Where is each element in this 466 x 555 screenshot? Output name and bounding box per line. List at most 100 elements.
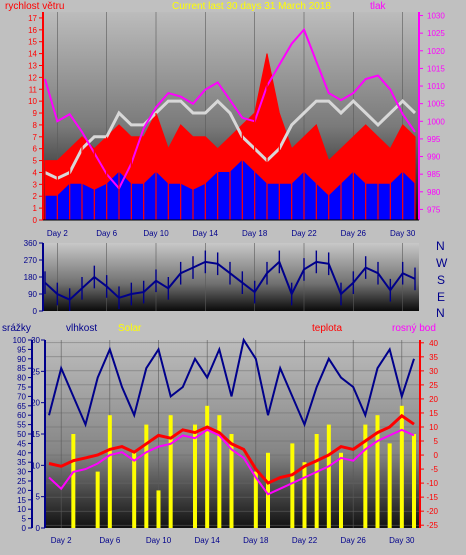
rain-tick: 65 [17,402,26,411]
solar-bar [314,434,319,528]
mid-y-tick: 90 [28,290,37,299]
solar-label: Solar [118,323,142,334]
top-x-tick: Day 30 [390,229,416,238]
top-right-tick: 1030 [427,12,445,21]
rain-tick: 85 [17,364,26,373]
rain-tick: 20 [17,486,26,495]
rain-tick: 0 [22,524,27,533]
temp-tick: 35 [429,353,438,362]
humidity-line [48,337,415,428]
bot-x-tick: Day 30 [389,536,415,545]
wind-pressure-axes: Day 2 Day 6 Day 10 Day 14 Day 18 Day 22 Day 26… [28,12,445,238]
temp-tick: -5 [431,465,439,474]
solar-bar [95,471,100,528]
mid-y-tick: 180 [24,273,38,282]
solar-bar [387,443,392,528]
direction-label-n-top: N [436,239,445,253]
solar-bar [375,415,380,528]
top-x-tick: Day 22 [291,229,317,238]
top-right-tick: 1020 [427,47,445,56]
temp-tick: 30 [429,367,438,376]
mid-y-tick: 270 [24,256,38,265]
solar-bar [168,415,173,528]
rain-tick: 95 [17,345,26,354]
top-x-tick: Day 18 [242,229,268,238]
top-right-tick: 1025 [427,29,445,38]
solar-bar [290,443,295,528]
temp-tick: -15 [426,493,438,502]
direction-label-w: W [436,256,448,270]
top-left-tick: 10 [28,97,37,106]
top-x-tick: Day 2 [47,229,68,238]
top-left-tick: 0 [33,216,38,225]
humidity-tick: 15 [31,430,40,439]
rain-tick: 30 [17,468,26,477]
humidity-tick: 30 [31,336,40,345]
rain-temp-axes: Day 2 Day 6 Day 10 Day 14 Day 18 Day 22 Day 26… [13,336,439,545]
bot-x-tick: Day 18 [243,536,269,545]
temperature-label: teplota [312,323,342,334]
rain-tick: 75 [17,383,26,392]
top-left-tick: 7 [33,133,38,142]
top-right-tick: 1015 [427,64,445,73]
solar-bar [229,434,234,528]
rain-temp-series [48,337,416,528]
rain-tick: 40 [17,449,26,458]
wind-speed-label: rychlost větru [5,1,64,12]
temp-tick: 20 [429,395,438,404]
rain-tick: 25 [17,477,26,486]
solar-bar [363,424,368,528]
pressure-label: tlak [370,1,387,12]
temp-tick: 0 [434,451,439,460]
top-left-tick: 11 [29,85,38,94]
rain-tick: 60 [17,411,26,420]
solar-bar [205,405,210,528]
dewpoint-line [48,428,415,496]
chart-title: Current last 30 days 31 March 2018 [172,1,331,12]
bot-x-tick: Day 2 [51,536,72,545]
top-left-tick: 9 [33,109,38,118]
rain-tick: 55 [17,421,26,430]
direction-label-e: E [437,290,445,304]
top-left-tick: 12 [28,73,37,82]
humidity-tick: 0 [36,524,41,533]
bot-x-tick: Day 6 [99,536,120,545]
temp-tick: 40 [429,339,438,348]
top-left-tick: 1 [33,204,38,213]
top-right-tick: 990 [427,153,441,162]
top-left-tick: 5 [33,157,38,166]
top-left-tick: 17 [28,14,37,23]
top-left-tick: 13 [28,61,37,70]
rain-tick: 45 [17,439,26,448]
solar-bar [399,405,404,528]
humidity-label: vlhkost [66,323,97,334]
temp-tick: 10 [429,423,438,432]
top-left-tick: 8 [33,121,38,130]
solar-bar [156,490,161,528]
temp-tick: 25 [429,381,438,390]
top-x-tick: Day 26 [341,229,367,238]
top-right-tick: 1000 [427,117,445,126]
rain-tick: 80 [17,374,26,383]
top-x-tick: Day 14 [193,229,219,238]
top-left-tick: 15 [28,38,37,47]
solar-bar [107,415,112,528]
humidity-tick: 20 [31,399,40,408]
dewpoint-label: rosný bod [392,323,436,334]
solar-bar [193,424,197,528]
top-x-tick: Day 10 [143,229,169,238]
solar-bar [302,462,307,528]
bot-x-tick: Day 26 [340,536,366,545]
temp-tick: 15 [429,409,438,418]
top-right-tick: 1005 [427,100,445,109]
solar-bar [71,434,76,528]
top-left-tick: 2 [33,192,38,201]
rain-tick: 5 [22,515,27,524]
humidity-tick: 5 [36,493,41,502]
top-left-tick: 14 [28,50,37,59]
top-left-tick: 6 [33,145,38,154]
rain-tick: 50 [17,430,26,439]
solar-bar [132,452,137,528]
